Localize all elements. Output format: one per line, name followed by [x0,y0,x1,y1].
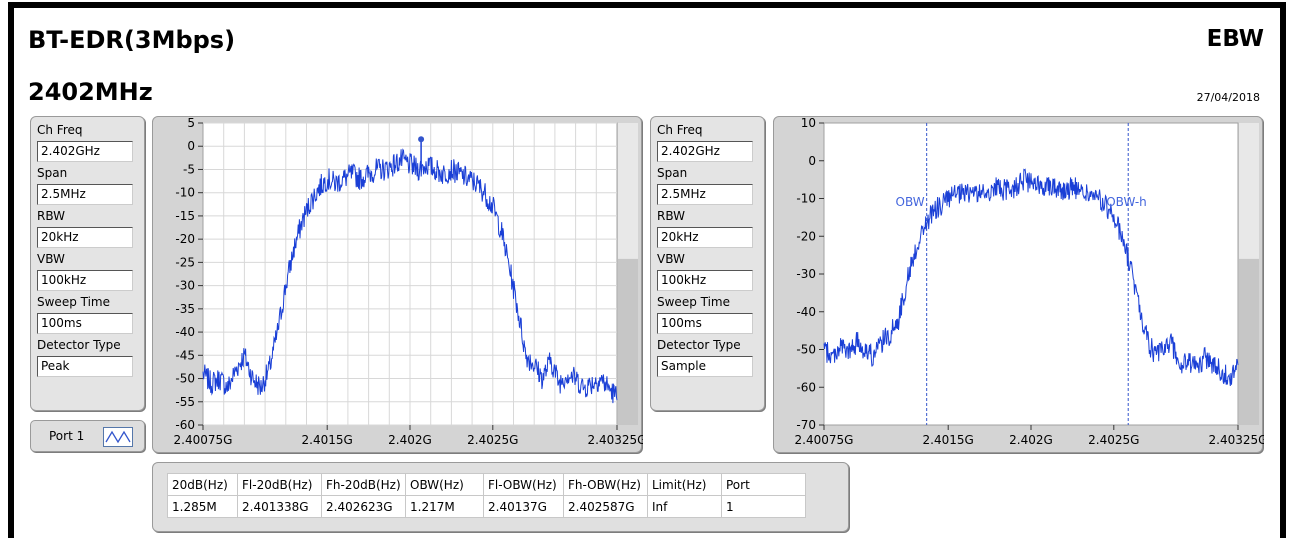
vbw-field[interactable]: 100kHz [37,270,133,291]
peak-marker [418,136,425,143]
param-label: Sweep Time [37,295,110,309]
x-tick-label: 2.4015G [302,433,353,447]
table-cell: 2.401338G [237,495,322,518]
y-tick-label: -5 [183,162,195,176]
window-frame [8,2,1286,538]
mode-title: EBW [1206,26,1264,52]
right-parameter-panel: Ch Freq 2.402GHz Span 2.5MHz RBW 20kHz V… [650,116,765,411]
obw-cursor-label: OBW-h [1106,195,1147,209]
table-header-cell: Fh-OBW(Hz) [563,473,648,496]
span-field[interactable]: 2.5MHz [657,184,753,205]
table-cell: 1.217M [405,495,484,518]
param-label: VBW [657,252,685,266]
param-label: RBW [37,209,66,223]
y-tick-label: -50 [796,343,816,357]
y-tick-label: -70 [796,418,816,432]
x-tick-label: 2.4015G [923,433,974,447]
y-tick-label: -20 [796,229,816,243]
table-header-cell: Port [721,473,806,496]
y-tick-label: -25 [175,255,195,269]
table-header-cell: 20dB(Hz) [167,473,238,496]
table-header-cell: Fh-20dB(Hz) [321,473,406,496]
date-label: 27/04/2018 [1196,91,1260,104]
y-tick-label: -40 [796,305,816,319]
table-cell: 2.40137G [483,495,564,518]
spectrum-trace [823,168,1239,387]
rbw-field[interactable]: 20kHz [37,227,133,248]
detector-type-field[interactable]: Peak [37,356,133,377]
obw-cursor-label: OBW [896,195,925,209]
scroll-thumb [618,258,638,425]
y-tick-label: -40 [175,325,195,339]
port-button[interactable]: Port 1 [30,420,145,452]
right-ebw-svg: 10 0 -10 -20 -30 -40 -50 -60 -702.40075G 2.4015G 2… [795,117,1264,447]
x-tick-label: 2.402G [1009,433,1053,447]
plot-area [823,122,1239,426]
param-label: Detector Type [37,338,121,352]
x-tick-label: 2.40325G [1209,433,1264,447]
y-tick-label: 5 [187,117,195,130]
x-tick-label: 2.40325G [588,433,643,447]
table-cell: 2.402587G [563,495,648,518]
spectrum-trace [202,148,618,404]
detector-type-field[interactable]: Sample [657,356,753,377]
param-label: VBW [37,252,65,266]
y-tick-label: -50 [175,372,195,386]
ch-freq-field[interactable]: 2.402GHz [37,141,133,162]
frequency-title: 2402MHz [28,78,153,106]
results-panel: 20dB(Hz) Fl-20dB(Hz) Fh-20dB(Hz) OBW(Hz) Fl-… [152,462,849,532]
port-button-label: Port 1 [49,429,85,443]
param-label: Span [657,166,688,180]
table-cell: 1 [721,495,806,518]
y-tick-label: -20 [175,232,195,246]
table-cell: Inf [647,495,722,518]
param-label: Ch Freq [657,123,703,137]
span-field[interactable]: 2.5MHz [37,184,133,205]
y-tick-label: -60 [796,380,816,394]
y-tick-label: -10 [175,186,195,200]
y-tick-label: 10 [801,117,816,130]
rbw-field[interactable]: 20kHz [657,227,753,248]
x-tick-label: 2.4025G [1088,433,1139,447]
left-spectrum-svg: 50-5-10-15-20-25-30-35-40-45-50-55-602.4… [174,117,643,447]
vbw-field[interactable]: 100kHz [657,270,753,291]
y-tick-label: -45 [175,348,195,362]
table-cell: 2.402623G [321,495,406,518]
table-cell: 1.285M [167,495,238,518]
table-header-cell: OBW(Hz) [405,473,484,496]
param-label: Detector Type [657,338,741,352]
scroll-thumb [1239,258,1259,425]
y-tick-label: -35 [175,302,195,316]
table-header-cell: Fl-OBW(Hz) [483,473,564,496]
x-tick-label: 2.40075G [795,433,854,447]
y-tick-label: 0 [187,139,195,153]
table-header-cell: Limit(Hz) [647,473,722,496]
y-tick-label: 0 [808,154,816,168]
table-header-row: 20dB(Hz) Fl-20dB(Hz) Fh-20dB(Hz) OBW(Hz) Fl-… [167,473,806,496]
table-header-cell: Fl-20dB(Hz) [237,473,322,496]
x-tick-label: 2.40075G [174,433,233,447]
y-tick-label: -15 [175,209,195,223]
y-tick-label: -30 [175,279,195,293]
y-tick-label: -30 [796,267,816,281]
sweep-time-field[interactable]: 100ms [657,313,753,334]
param-label: Span [37,166,68,180]
param-label: RBW [657,209,686,223]
param-label: Sweep Time [657,295,730,309]
left-parameter-panel: Ch Freq 2.402GHz Span 2.5MHz RBW 20kHz V… [30,116,145,411]
ch-freq-field[interactable]: 2.402GHz [657,141,753,162]
y-tick-label: -60 [175,418,195,432]
param-label: Ch Freq [37,123,83,137]
x-tick-label: 2.4025G [467,433,518,447]
results-table: 20dB(Hz) Fl-20dB(Hz) Fh-20dB(Hz) OBW(Hz) Fl-… [167,473,806,518]
sweep-time-field[interactable]: 100ms [37,313,133,334]
x-tick-label: 2.402G [388,433,432,447]
left-spectrum-graph[interactable]: 5 0 -5 -10 -15 -20 -25 -30 -35 -40 -45 -50 -55 -60 2.4… [152,116,643,453]
y-tick-label: -55 [175,395,195,409]
page-title: BT-EDR(3Mbps) [28,26,236,54]
y-tick-label: -10 [796,192,816,206]
right-ebw-graph[interactable]: 10 0 -10 -20 -30 -40 -50 -60 -70 2.40075G 2.4015G 2… [773,116,1264,453]
table-row: 1.285M 2.401338G 2.402623G 1.217M 2.40137G 2.… [167,495,806,518]
waveform-icon [103,427,133,447]
